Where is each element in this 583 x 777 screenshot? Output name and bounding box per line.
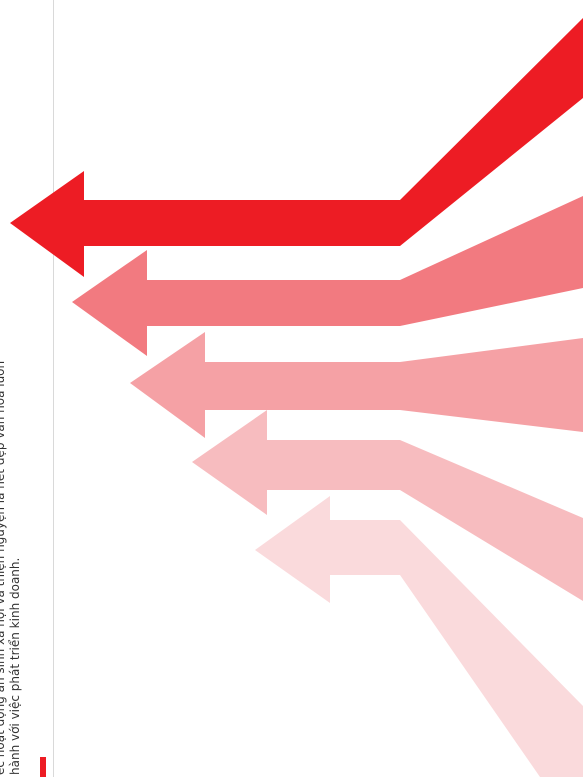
- arrow-5-icon: [255, 496, 583, 777]
- arrow-4-icon: [192, 410, 583, 601]
- arrow-3-icon: [130, 332, 583, 438]
- arrow-1-icon: [10, 18, 583, 277]
- accent-bar: [40, 757, 46, 777]
- arrow-2-icon: [72, 196, 583, 356]
- vertical-divider: [53, 0, 54, 777]
